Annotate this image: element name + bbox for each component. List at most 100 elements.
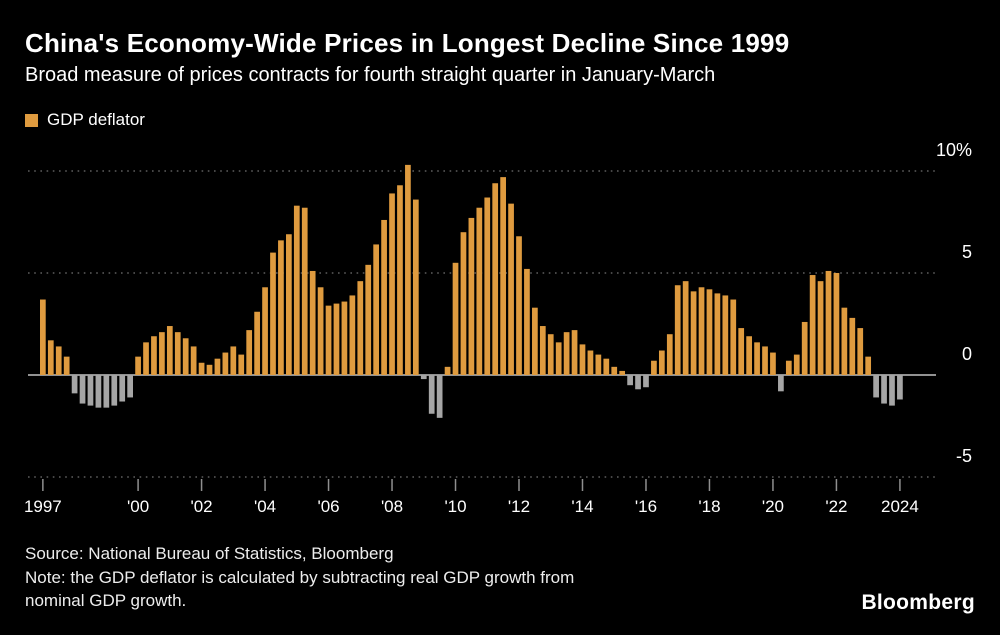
bar: [508, 203, 514, 375]
bar: [87, 375, 94, 406]
bar: [555, 342, 562, 375]
legend-label: GDP deflator: [47, 110, 145, 129]
bar: [127, 375, 133, 398]
bar: [357, 281, 364, 375]
bar: [706, 289, 713, 375]
x-axis-label: 2024: [881, 497, 919, 516]
x-axis-label: '12: [508, 497, 530, 516]
bar: [817, 281, 824, 375]
x-axis-label: '00: [127, 497, 149, 516]
x-axis-label: '18: [698, 497, 720, 516]
bar: [95, 375, 102, 408]
x-axis-label: '16: [635, 497, 657, 516]
chart-title: China's Economy-Wide Prices in Longest D…: [25, 28, 790, 58]
bar: [873, 375, 879, 398]
bar: [889, 375, 895, 406]
bar: [770, 352, 776, 375]
bar: [405, 164, 411, 375]
bar: [801, 321, 808, 375]
note-text-line2: nominal GDP growth.: [25, 591, 187, 610]
bar: [595, 354, 602, 375]
bar: [635, 375, 641, 390]
bar: [460, 232, 467, 375]
bar: [666, 334, 673, 375]
bar: [658, 350, 665, 375]
bar: [206, 364, 213, 375]
bar: [373, 244, 380, 375]
bar: [143, 342, 149, 375]
bar: [619, 370, 626, 375]
bar: [293, 205, 300, 375]
bar: [865, 356, 872, 375]
bar: [825, 270, 832, 375]
bar: [278, 240, 284, 375]
bar: [738, 328, 745, 375]
bar: [47, 340, 54, 375]
bar: [111, 375, 118, 406]
bar: [286, 234, 292, 375]
bar: [166, 326, 173, 375]
bar: [785, 360, 792, 375]
x-axis-label: 1997: [24, 497, 62, 516]
bar: [651, 360, 657, 375]
y-axis-label: 5: [962, 242, 972, 262]
note-text-line1: Note: the GDP deflator is calculated by …: [25, 568, 575, 587]
bar: [603, 358, 610, 375]
bar: [151, 336, 157, 375]
bar: [881, 375, 887, 404]
bar: [254, 311, 260, 375]
bar: [436, 375, 443, 418]
bar: [262, 287, 268, 375]
bar: [746, 336, 752, 375]
bar: [79, 375, 86, 404]
bloomberg-logo: Bloomberg: [861, 591, 975, 614]
bar: [119, 375, 126, 402]
bar: [341, 301, 348, 375]
bar: [63, 356, 70, 375]
bar: [841, 307, 848, 375]
y-axis-label: 0: [962, 344, 972, 364]
bar: [190, 346, 197, 375]
bar: [159, 332, 165, 375]
bar: [484, 197, 491, 375]
bar: [246, 330, 253, 375]
bar: [793, 354, 800, 375]
bar: [682, 281, 689, 375]
bar: [674, 285, 681, 375]
bar: [730, 299, 737, 375]
y-axis-label: 10%: [936, 140, 972, 160]
bar: [492, 183, 499, 375]
bar: [420, 375, 427, 380]
bar: [722, 295, 729, 375]
bar: [627, 375, 633, 386]
bar: [333, 303, 340, 375]
bar: [833, 273, 840, 375]
bar: [238, 354, 245, 375]
bar: [539, 326, 546, 375]
bar: [754, 342, 760, 375]
bar: [174, 332, 181, 375]
x-axis-label: '10: [444, 497, 466, 516]
bar: [103, 375, 110, 408]
bar: [532, 307, 538, 375]
bar: [301, 207, 308, 375]
bar: [643, 375, 649, 388]
bar: [428, 375, 435, 414]
y-axis-label: -5: [956, 446, 972, 466]
bar: [397, 185, 403, 375]
bar: [444, 366, 451, 375]
bar: [762, 346, 768, 375]
bar: [571, 330, 578, 375]
bar: [468, 217, 475, 375]
bar: [809, 275, 816, 375]
bar: [135, 356, 141, 375]
bar: [389, 193, 395, 375]
bar: [524, 268, 530, 375]
bar: [690, 291, 697, 375]
bar: [222, 352, 229, 375]
bar: [270, 252, 276, 375]
bar: [611, 366, 618, 375]
legend-swatch-icon: [25, 113, 38, 127]
